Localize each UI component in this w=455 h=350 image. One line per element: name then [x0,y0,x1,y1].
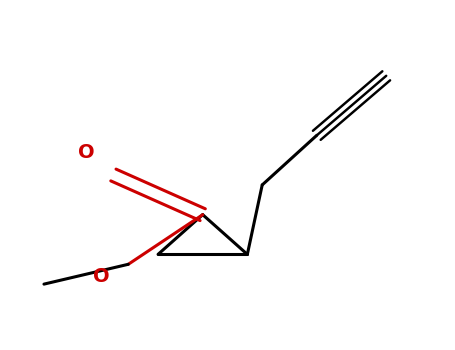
Text: O: O [78,143,95,162]
Text: O: O [93,267,109,286]
